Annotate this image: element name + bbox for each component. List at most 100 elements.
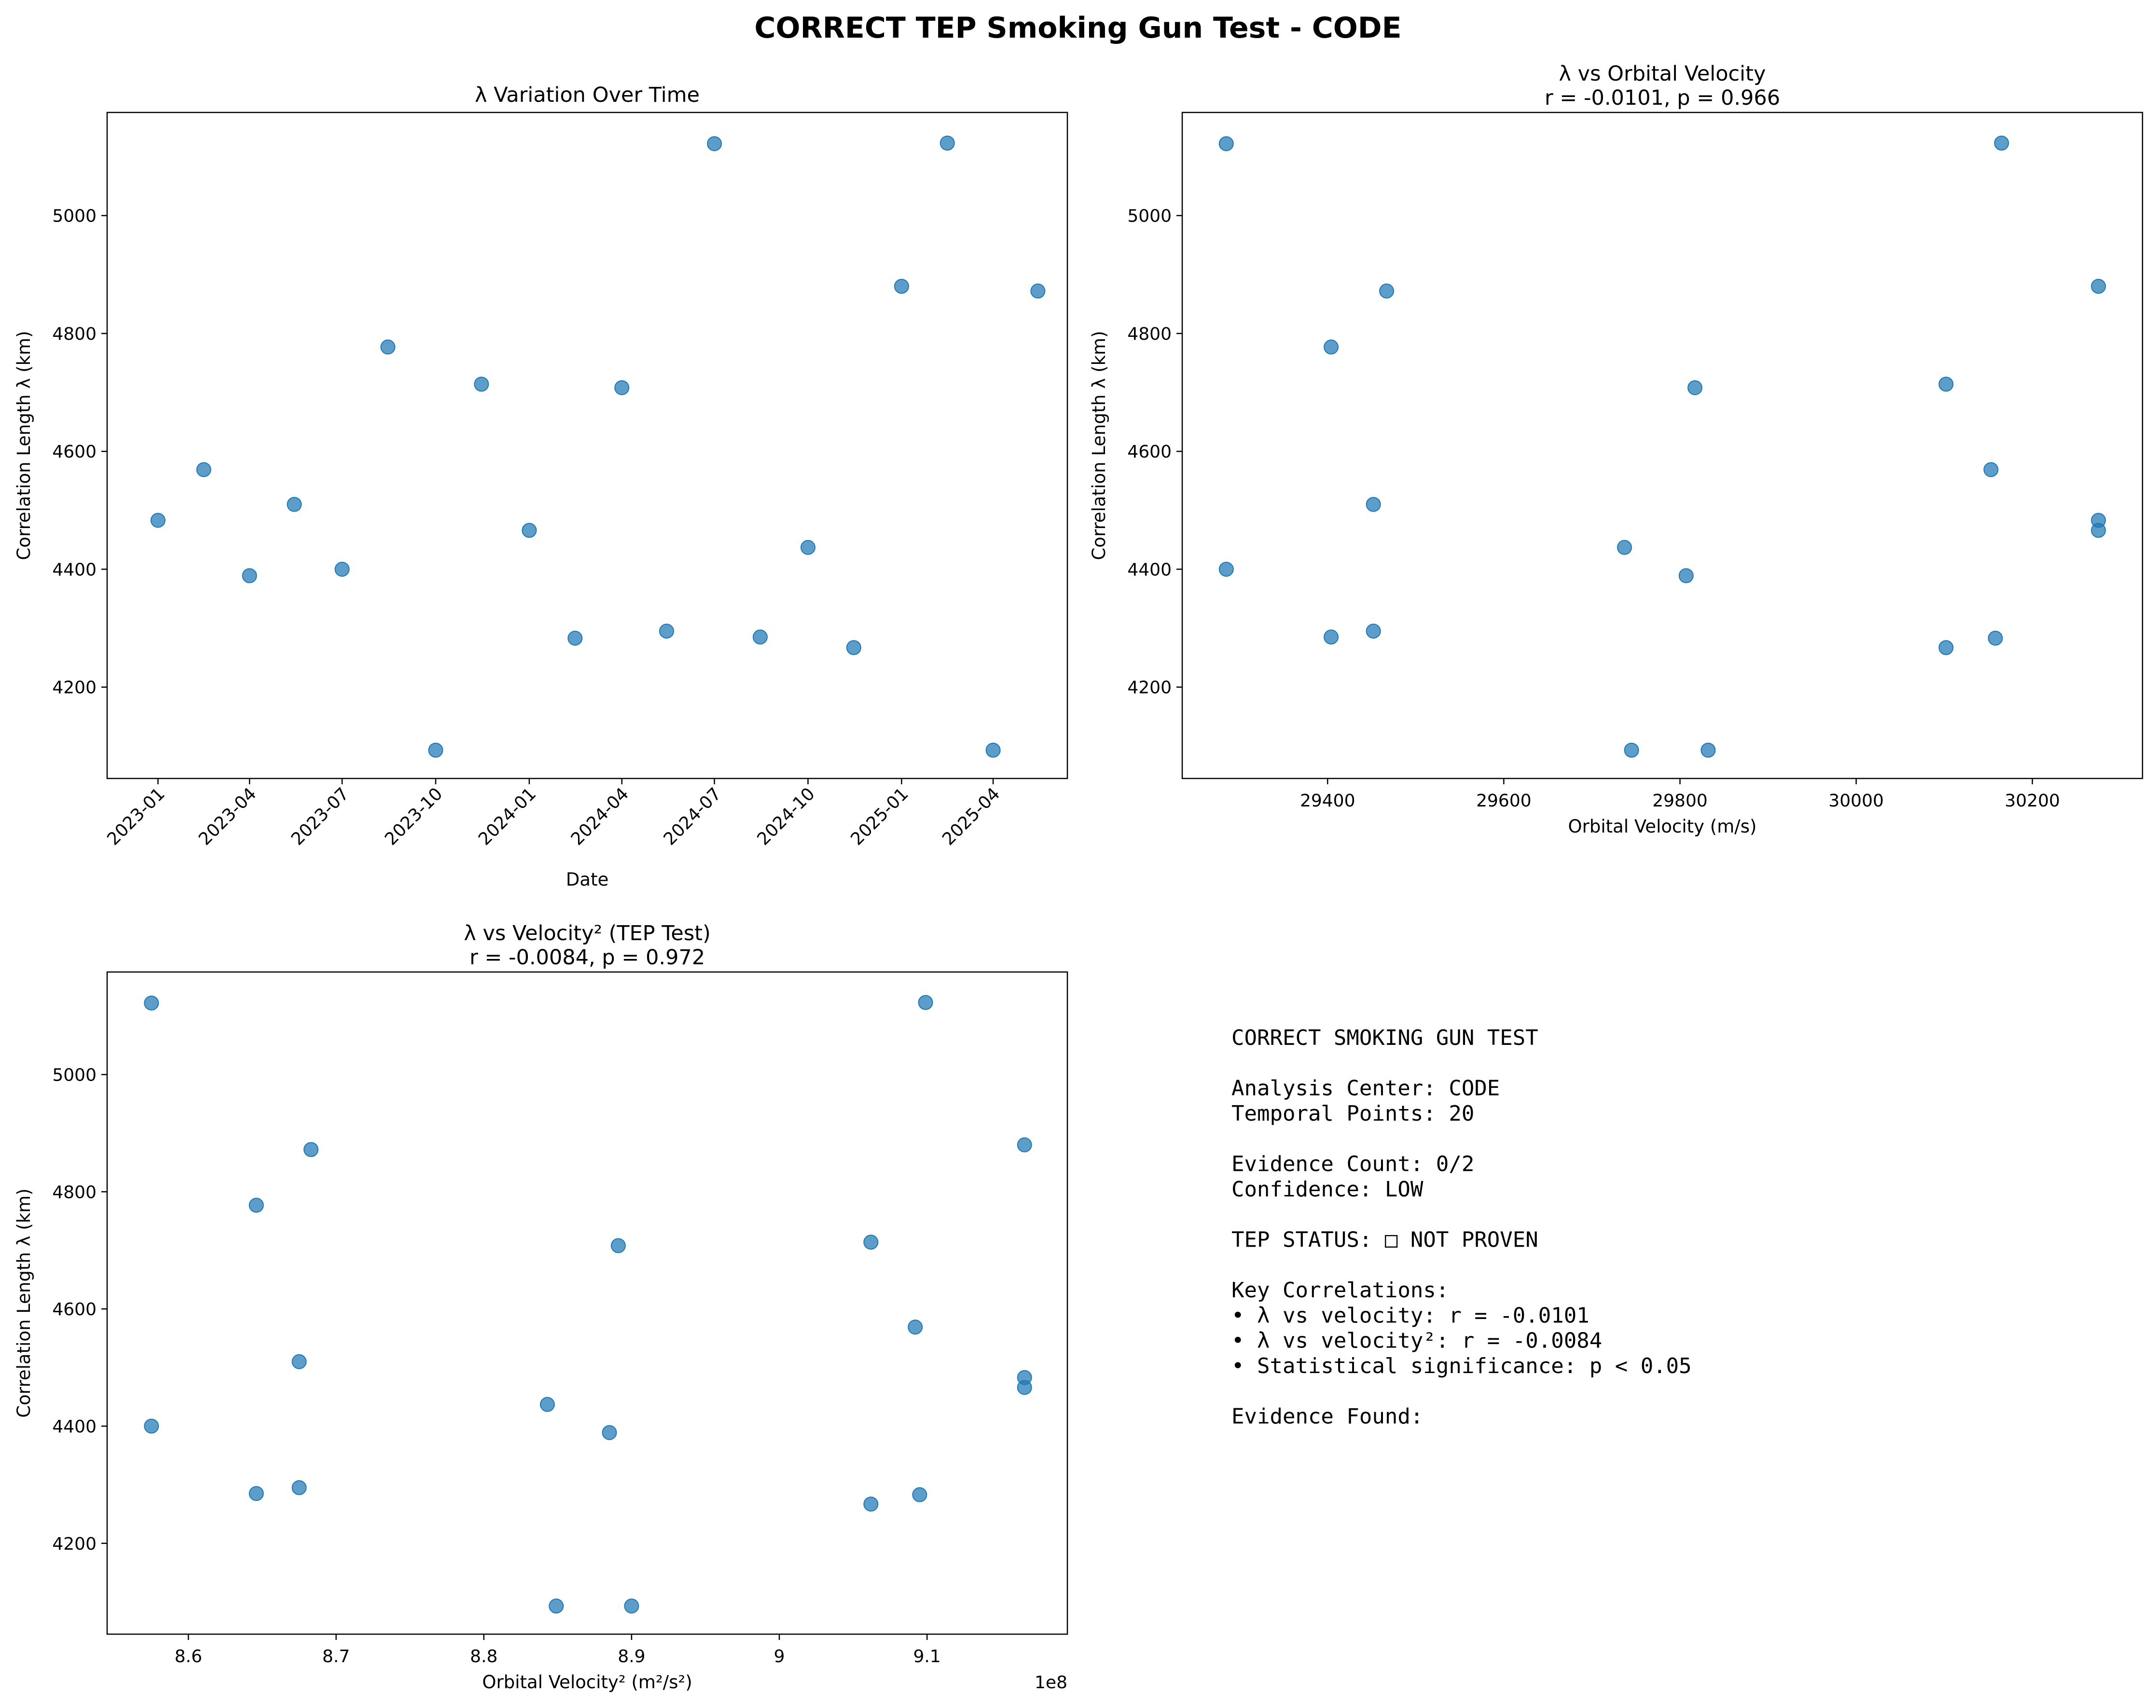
data-point [249, 1486, 264, 1501]
data-point [918, 995, 933, 1010]
y-tick-label: 4400 [1127, 560, 1172, 580]
x-axis-label: Orbital Velocity (m/s) [1568, 816, 1757, 837]
data-point [1017, 1380, 1032, 1395]
y-tick-label: 4800 [52, 1182, 97, 1202]
summary-line: Evidence Count: 0/2 [1231, 1152, 1474, 1177]
data-point [144, 995, 159, 1011]
y-tick-label: 4400 [52, 560, 97, 580]
data-point [549, 1598, 564, 1614]
y-tick-label: 4200 [52, 678, 97, 698]
y-axis-label: Correlation Length λ (km) [14, 331, 34, 560]
data-point [1366, 624, 1381, 639]
summary-line: • λ vs velocity: r = -0.0101 [1231, 1303, 1589, 1328]
x-tick-label: 30000 [1828, 791, 1884, 811]
data-point [287, 497, 302, 512]
data-point [1700, 742, 1716, 758]
x-tick-label: 8.6 [175, 1647, 202, 1666]
data-point [428, 742, 443, 758]
y-tick-label: 5000 [1127, 207, 1172, 226]
summary-line: TEP STATUS: □ NOT PROVEN [1231, 1227, 1538, 1252]
data-point [539, 1397, 555, 1412]
x-axis-label: Orbital Velocity² (m²/s²) [482, 1672, 692, 1693]
x-tick-label: 9 [774, 1647, 785, 1666]
x-tick-label: 30200 [2005, 791, 2060, 811]
y-tick-label: 4600 [52, 1300, 97, 1319]
chart-subtitle: r = -0.0084, p = 0.972 [470, 945, 705, 970]
data-point [1218, 136, 1234, 152]
data-point [912, 1487, 927, 1502]
data-point [1324, 339, 1339, 355]
data-point [1379, 283, 1395, 299]
axes-frame [1181, 111, 2143, 779]
y-tick-label: 4200 [1127, 678, 1172, 698]
data-point [1988, 630, 2003, 646]
data-point [752, 629, 768, 645]
data-point [908, 1319, 923, 1335]
data-point [150, 513, 166, 528]
y-tick-label: 4800 [1127, 324, 1172, 344]
y-axis-label: Correlation Length λ (km) [14, 1188, 34, 1417]
chart-subtitle: r = -0.0101, p = 0.966 [1545, 86, 1780, 110]
data-point [1030, 283, 1046, 299]
data-point [249, 1197, 264, 1213]
data-point [602, 1425, 617, 1440]
data-point [567, 630, 583, 646]
data-point [1678, 568, 1694, 583]
data-point [894, 278, 909, 294]
x-tick-label: 8.9 [618, 1647, 645, 1666]
data-point [863, 1496, 879, 1512]
y-tick-label: 5000 [52, 207, 97, 226]
y-tick-label: 4800 [52, 324, 97, 344]
x-tick-label: 29600 [1476, 791, 1532, 811]
summary-line: Confidence: LOW [1231, 1177, 1424, 1202]
data-point [614, 380, 630, 395]
axes-frame [106, 971, 1068, 1635]
data-point [2091, 278, 2106, 294]
data-point [659, 624, 674, 639]
data-point [144, 1418, 159, 1434]
data-point [1938, 376, 1954, 392]
data-point [707, 136, 722, 152]
y-tick-label: 4200 [52, 1534, 97, 1554]
data-point [291, 1354, 307, 1369]
summary-line: Key Correlations: [1231, 1278, 1449, 1303]
x-tick-label: 8.7 [322, 1647, 350, 1666]
data-point [334, 561, 350, 577]
data-point [863, 1235, 879, 1250]
x-tick-label: 8.8 [470, 1647, 498, 1666]
data-point [380, 339, 396, 355]
data-point [1938, 640, 1954, 655]
chart-title: λ vs Orbital Velocity [1559, 62, 1766, 86]
data-point [1617, 540, 1632, 555]
data-point [474, 376, 489, 392]
chart-title: λ Variation Over Time [475, 83, 700, 107]
data-point [1017, 1137, 1032, 1153]
summary-line: • Statistical significance: p < 0.05 [1231, 1354, 1692, 1378]
summary-line: CORRECT SMOKING GUN TEST [1231, 1026, 1538, 1050]
data-point [1983, 462, 1999, 477]
data-point [624, 1598, 639, 1614]
data-point [2091, 523, 2106, 538]
chart-3: λ vs Velocity² (TEP Test)r = -0.0084, p … [14, 921, 1068, 1693]
y-tick-label: 4600 [52, 442, 97, 462]
y-tick-label: 5000 [52, 1065, 97, 1085]
y-tick-label: 4400 [52, 1417, 97, 1437]
y-tick-label: 4600 [1127, 442, 1172, 462]
figure-title: CORRECT TEP Smoking Gun Test - CODE [754, 11, 1401, 45]
data-point [940, 136, 955, 151]
summary-text-block: CORRECT SMOKING GUN TEST Analysis Center:… [1231, 1026, 1692, 1429]
y-axis-label: Correlation Length λ (km) [1089, 331, 1109, 560]
chart-title: λ vs Velocity² (TEP Test) [464, 921, 711, 945]
x-tick-label: 9.1 [913, 1647, 941, 1666]
data-point [242, 568, 257, 583]
data-point [196, 462, 211, 477]
data-point [846, 640, 861, 655]
summary-line: • λ vs velocity²: r = -0.0084 [1231, 1329, 1602, 1353]
x-axis-offset-label: 1e8 [1035, 1673, 1067, 1693]
summary-line: Evidence Found: [1231, 1404, 1423, 1429]
data-point [1366, 497, 1381, 512]
data-point [1994, 136, 2009, 151]
data-point [522, 523, 537, 538]
